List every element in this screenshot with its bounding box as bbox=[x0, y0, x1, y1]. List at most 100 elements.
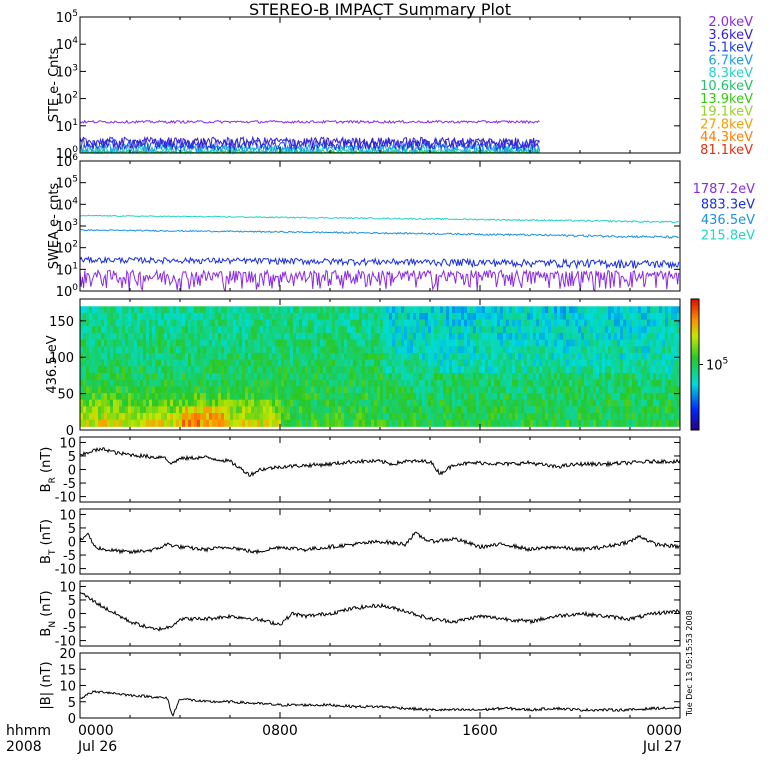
heat-cell bbox=[311, 332, 314, 341]
heat-cell bbox=[500, 366, 503, 374]
heat-cell bbox=[377, 326, 380, 334]
heat-cell bbox=[272, 319, 275, 327]
heat-cell bbox=[305, 306, 308, 314]
heat-cell bbox=[524, 372, 527, 381]
heat-cell bbox=[656, 312, 659, 321]
heat-cell bbox=[179, 413, 182, 421]
heat-cell bbox=[428, 339, 431, 347]
heat-cell bbox=[239, 399, 242, 407]
heat-cell bbox=[359, 419, 362, 427]
heat-cell bbox=[212, 352, 215, 361]
heat-cell bbox=[227, 406, 230, 414]
heat-cell bbox=[230, 419, 233, 427]
heat-cell bbox=[479, 393, 482, 401]
ste-legend-item: 27.8keV bbox=[700, 117, 753, 132]
heat-cell bbox=[293, 326, 296, 334]
heat-cell bbox=[422, 312, 425, 321]
heat-cell bbox=[599, 339, 602, 347]
heat-cell bbox=[386, 393, 389, 401]
heat-cell bbox=[341, 312, 344, 321]
heat-cell bbox=[563, 312, 566, 321]
heat-cell bbox=[377, 332, 380, 341]
heat-cell bbox=[146, 386, 149, 394]
heat-cell bbox=[638, 372, 641, 381]
heat-cell bbox=[491, 312, 494, 321]
heat-cell bbox=[86, 406, 89, 414]
heat-cell bbox=[521, 379, 524, 387]
heat-cell bbox=[182, 359, 185, 367]
heat-cell bbox=[248, 366, 251, 374]
heat-cell bbox=[410, 419, 413, 427]
heat-cell bbox=[161, 312, 164, 321]
heat-cell bbox=[653, 419, 656, 427]
y-tick-label: 100 bbox=[56, 283, 79, 300]
heat-cell bbox=[482, 372, 485, 381]
colorbar-cell bbox=[691, 352, 699, 355]
heat-cell bbox=[665, 413, 668, 421]
heat-cell bbox=[389, 372, 392, 381]
heat-cell bbox=[377, 419, 380, 427]
heat-cell bbox=[560, 319, 563, 327]
heat-cell bbox=[194, 406, 197, 414]
heat-cell bbox=[305, 399, 308, 407]
heat-cell bbox=[404, 326, 407, 334]
heat-cell bbox=[632, 399, 635, 407]
heat-cell bbox=[353, 399, 356, 407]
heat-cell bbox=[398, 312, 401, 321]
heat-cell bbox=[173, 366, 176, 374]
heat-cell bbox=[113, 399, 116, 407]
heat-cell bbox=[632, 386, 635, 394]
heat-cell bbox=[515, 366, 518, 374]
heat-cell bbox=[539, 366, 542, 374]
heat-cell bbox=[188, 406, 191, 414]
heat-cell bbox=[551, 399, 554, 407]
heat-cell bbox=[134, 386, 137, 394]
heat-cell bbox=[383, 339, 386, 347]
heat-cell bbox=[353, 319, 356, 327]
heat-cell bbox=[659, 406, 662, 414]
heat-cell bbox=[650, 366, 653, 374]
heat-cell bbox=[611, 386, 614, 394]
heat-cell bbox=[509, 352, 512, 361]
heat-cell bbox=[308, 352, 311, 361]
heat-cell bbox=[653, 339, 656, 347]
heat-cell bbox=[140, 393, 143, 401]
heat-cell bbox=[365, 406, 368, 414]
heat-cell bbox=[623, 366, 626, 374]
heat-cell bbox=[371, 386, 374, 394]
heat-cell bbox=[377, 386, 380, 394]
heat-cell bbox=[146, 359, 149, 367]
heat-cell bbox=[356, 332, 359, 341]
heat-cell bbox=[611, 332, 614, 341]
heat-cell bbox=[566, 332, 569, 341]
heat-cell bbox=[257, 312, 260, 321]
heat-cell bbox=[464, 386, 467, 394]
heat-cell bbox=[377, 406, 380, 414]
heat-cell bbox=[80, 352, 83, 361]
heat-cell bbox=[542, 372, 545, 381]
heat-cell bbox=[335, 379, 338, 387]
heat-cell bbox=[83, 306, 86, 314]
heat-cell bbox=[113, 339, 116, 347]
heat-cell bbox=[488, 359, 491, 367]
heat-cell bbox=[584, 406, 587, 414]
heat-cell bbox=[320, 366, 323, 374]
heat-cell bbox=[155, 306, 158, 314]
heat-cell bbox=[338, 306, 341, 314]
heat-cell bbox=[668, 332, 671, 341]
heat-cell bbox=[200, 366, 203, 374]
heat-cell bbox=[404, 352, 407, 361]
heat-cell bbox=[179, 326, 182, 334]
heat-cell bbox=[209, 319, 212, 327]
heat-cell bbox=[356, 372, 359, 381]
heat-cell bbox=[239, 346, 242, 354]
heat-cell bbox=[383, 346, 386, 354]
heat-cell bbox=[500, 319, 503, 327]
heat-cell bbox=[272, 359, 275, 367]
heat-cell bbox=[215, 319, 218, 327]
heat-cell bbox=[512, 332, 515, 341]
heat-cell bbox=[143, 399, 146, 407]
heat-cell bbox=[497, 399, 500, 407]
heat-cell bbox=[446, 413, 449, 421]
heat-cell bbox=[239, 326, 242, 334]
